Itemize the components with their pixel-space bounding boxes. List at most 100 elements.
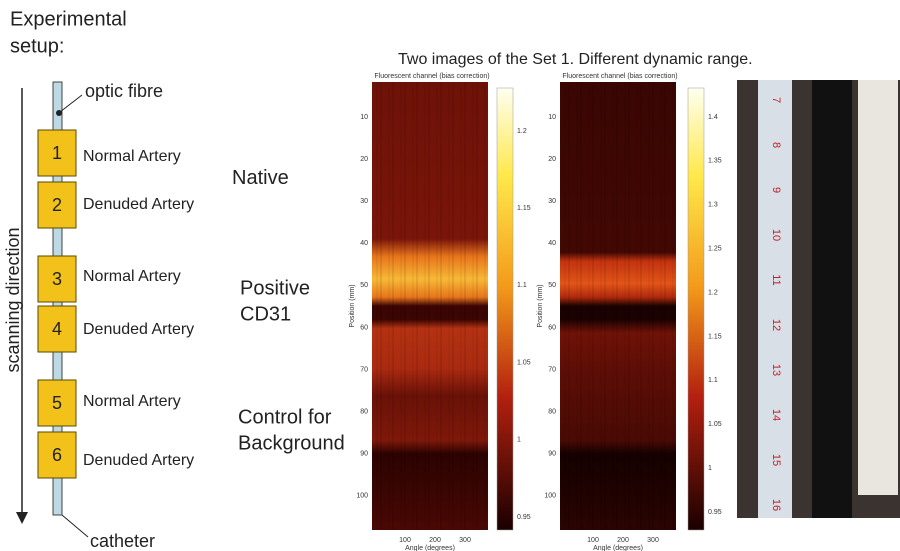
texture bbox=[476, 82, 478, 530]
texture bbox=[576, 82, 578, 530]
ruler-label: 7 bbox=[770, 97, 782, 103]
sample-label: Normal Artery bbox=[83, 393, 181, 410]
sample-number: 6 bbox=[52, 445, 62, 465]
bottom-label: catheter bbox=[90, 531, 155, 551]
sample-strip bbox=[812, 80, 852, 518]
pointer bbox=[61, 514, 89, 538]
ruler-label: 11 bbox=[770, 274, 782, 285]
y-tick-label: 70 bbox=[548, 366, 556, 373]
texture bbox=[376, 82, 378, 530]
texture bbox=[628, 82, 630, 530]
texture bbox=[640, 82, 642, 530]
title-line: setup: bbox=[10, 35, 64, 57]
colorbar-tick-label: 1.25 bbox=[708, 246, 722, 253]
texture bbox=[652, 82, 654, 530]
colorbar-tick-label: 1.1 bbox=[517, 282, 527, 289]
texture bbox=[452, 82, 454, 530]
texture bbox=[448, 82, 450, 530]
y-label: Position (mm) bbox=[537, 284, 544, 327]
y-tick-label: 50 bbox=[548, 282, 556, 289]
image-title: Fluorescent channel (bias correction) bbox=[562, 73, 677, 80]
y-tick-label: 80 bbox=[360, 409, 368, 416]
pointer bbox=[59, 94, 83, 113]
ruler bbox=[758, 80, 792, 518]
y-tick-label: 70 bbox=[360, 366, 368, 373]
texture bbox=[440, 82, 442, 530]
colorbar-tick-label: 0.95 bbox=[708, 509, 722, 516]
sample-label: Denuded Artery bbox=[83, 196, 194, 213]
group-label: Background bbox=[238, 432, 345, 454]
images: Fluorescent channel (bias correction) Pos… bbox=[349, 73, 722, 551]
sample-label: Normal Artery bbox=[83, 268, 181, 285]
texture bbox=[424, 82, 426, 530]
sample-box bbox=[37, 305, 77, 353]
x-tick-label: 100 bbox=[399, 537, 411, 544]
texture bbox=[484, 82, 486, 530]
x-label: Angle (degrees) bbox=[593, 545, 643, 551]
x-tick-label: 300 bbox=[647, 537, 659, 544]
texture bbox=[472, 82, 474, 530]
heatmap bbox=[560, 82, 676, 530]
y-tick-label: 30 bbox=[548, 198, 556, 205]
colorbar bbox=[496, 87, 514, 531]
texture bbox=[460, 82, 462, 530]
colorbar-tick-label: 1.05 bbox=[517, 359, 531, 366]
texture bbox=[672, 82, 674, 530]
ruler-label: 16 bbox=[770, 499, 782, 511]
pointer-dot bbox=[56, 110, 62, 116]
sample-label: Normal Artery bbox=[83, 148, 181, 165]
texture bbox=[392, 82, 394, 530]
ruler-labels: 7 8 9 10 11 12 13 14 15 16 bbox=[770, 97, 782, 511]
sample-number: 5 bbox=[52, 393, 62, 413]
ruler-label: 8 bbox=[770, 142, 782, 148]
paper bbox=[858, 80, 898, 495]
ruler-label: 15 bbox=[770, 454, 782, 466]
y-tick-label: 50 bbox=[360, 282, 368, 289]
colorbar-tick-label: 1.05 bbox=[708, 421, 722, 428]
colorbar-tick-label: 1.2 bbox=[708, 289, 718, 296]
texture bbox=[464, 82, 466, 530]
texture bbox=[416, 82, 418, 530]
y-label: Position (mm) bbox=[349, 284, 356, 327]
sample-box bbox=[37, 255, 77, 303]
colorbar-tick-label: 1.1 bbox=[708, 377, 718, 384]
colorbar-tick-label: 1 bbox=[708, 465, 712, 472]
sample-label: Denuded Artery bbox=[83, 452, 194, 469]
y-tick-label: 40 bbox=[548, 240, 556, 247]
texture bbox=[380, 82, 382, 530]
texture bbox=[616, 82, 618, 530]
sample-box bbox=[37, 379, 77, 427]
y-tick-label: 10 bbox=[548, 114, 556, 121]
texture bbox=[664, 82, 666, 530]
y-tick-label: 60 bbox=[360, 324, 368, 331]
texture bbox=[436, 82, 438, 530]
texture bbox=[600, 82, 602, 530]
texture bbox=[564, 82, 566, 530]
sample-box bbox=[37, 181, 77, 229]
y-tick-label: 60 bbox=[548, 324, 556, 331]
ruler-label: 14 bbox=[770, 409, 782, 421]
colorbar-tick-label: 1 bbox=[517, 437, 521, 444]
y-tick-label: 80 bbox=[548, 409, 556, 416]
x-tick-label: 100 bbox=[587, 537, 599, 544]
y-tick-label: 10 bbox=[360, 114, 368, 121]
x-tick-label: 200 bbox=[429, 537, 441, 544]
samples: 1 Normal Artery 2 Denuded Artery 3 Normal Art… bbox=[37, 129, 345, 479]
texture bbox=[404, 82, 406, 530]
y-tick-label: 40 bbox=[360, 240, 368, 247]
ruler-label: 13 bbox=[770, 364, 782, 376]
image-title: Fluorescent channel (bias correction) bbox=[374, 73, 489, 80]
colorbar-tick-label: 1.2 bbox=[517, 128, 527, 135]
y-tick-label: 90 bbox=[548, 451, 556, 458]
sample-number: 4 bbox=[52, 319, 62, 339]
y-tick-label: 30 bbox=[360, 198, 368, 205]
texture bbox=[580, 82, 582, 530]
heatmap bbox=[372, 82, 488, 530]
texture bbox=[660, 82, 662, 530]
colorbar-tick-label: 1.15 bbox=[517, 205, 531, 212]
sample-number: 2 bbox=[52, 195, 62, 215]
y-tick-label: 90 bbox=[360, 451, 368, 458]
ruler-label: 12 bbox=[770, 319, 782, 331]
colorbar-tick-label: 1.15 bbox=[708, 333, 722, 340]
texture bbox=[412, 82, 414, 530]
